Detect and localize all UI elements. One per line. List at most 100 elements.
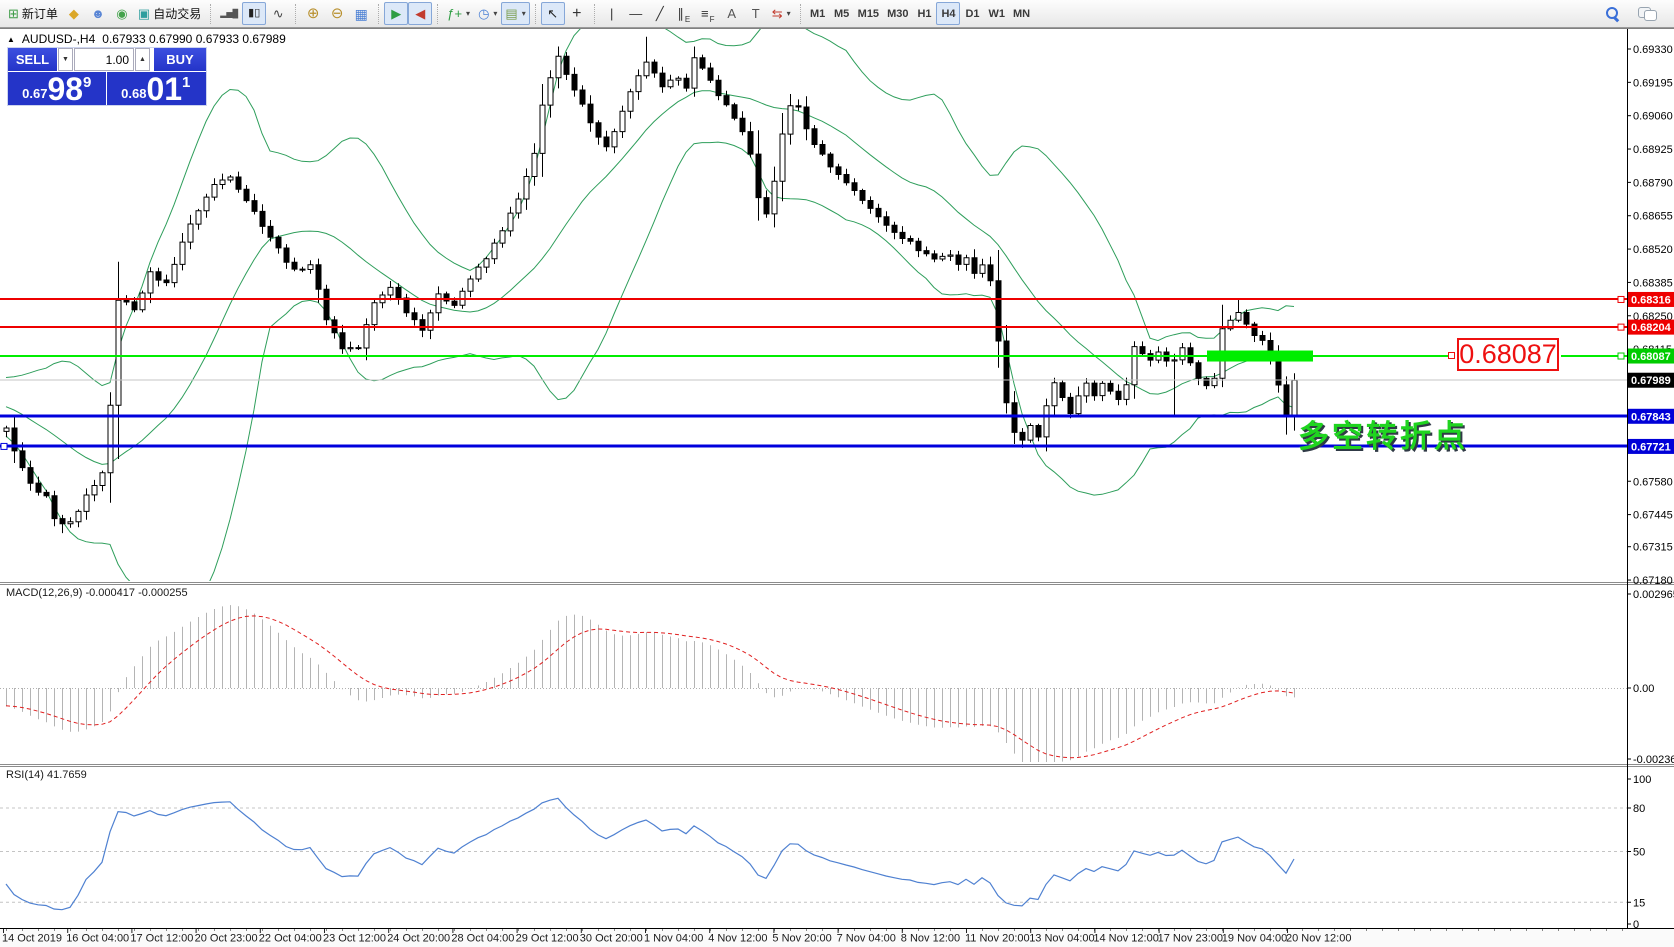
toolbar-group-1: ▂▅█ ▮▯ ∿ <box>216 0 290 28</box>
new-order-button[interactable]: ⊞ 新订单 <box>4 2 62 25</box>
volume-increase-button[interactable]: ▲ <box>135 48 150 71</box>
price-axis[interactable]: 0.69330 0.69195 0.69060 0.68925 0.68790 0.686… <box>1627 44 1674 587</box>
equidistant-channel-icon: ∥ <box>677 6 684 21</box>
tf-d1-button[interactable]: D1 <box>965 7 980 20</box>
svg-text:14 Nov 12:00: 14 Nov 12:00 <box>1093 933 1158 945</box>
text-label-button[interactable]: T <box>744 2 768 25</box>
fibonacci-icon-sub: F <box>709 15 715 24</box>
callout-anchor-handle[interactable] <box>1448 352 1455 359</box>
sell-button[interactable]: SELL <box>8 48 57 71</box>
macd-indicator <box>0 605 1627 762</box>
sell-price[interactable]: 0.67 98 9 <box>8 72 107 105</box>
auto-trading-icon: ▣ <box>137 6 151 21</box>
ohlc-values: 0.67933 0.67990 0.67933 0.67989 <box>102 32 286 46</box>
text-icon: A <box>727 6 737 21</box>
buy-price-small: 0.68 <box>121 86 147 101</box>
svg-text:0.69060: 0.69060 <box>1633 111 1673 123</box>
text-button[interactable]: A <box>720 2 744 25</box>
dropdown-caret-icon[interactable]: ▾ <box>466 9 471 18</box>
gold-button[interactable]: ◆ <box>62 2 86 25</box>
svg-text:0.67843: 0.67843 <box>1631 411 1671 423</box>
toolbar-group-6: | — ╱ ∥ E ≡ F A T ⇆ ▾ <box>600 0 795 28</box>
new-indicator-button[interactable]: ƒ+ ▾ <box>443 2 474 25</box>
time-axis[interactable]: 14 Oct 2019 16 Oct 04:00 17 Oct 12:00 20 Oc… <box>2 929 1623 945</box>
auto-scroll-icon: ▶ <box>391 6 402 21</box>
svg-text:17 Oct 12:00: 17 Oct 12:00 <box>130 933 193 945</box>
new-order-button-label: 新订单 <box>21 7 58 21</box>
collapse-panel-icon[interactable]: ▲ <box>7 34 15 44</box>
tile-windows-button[interactable]: ▦ <box>349 2 373 25</box>
rsi-indicator <box>0 797 1627 911</box>
chart-shift-button[interactable]: ◀ <box>408 2 433 25</box>
zoom-in-button[interactable]: ⊕ <box>301 2 325 25</box>
chart-plot[interactable]: 0.69330 0.69195 0.69060 0.68925 0.68790 0.686… <box>0 28 1674 947</box>
svg-text:0.68316: 0.68316 <box>1631 294 1671 306</box>
tf-w1-button[interactable]: W1 <box>988 7 1005 20</box>
price-badge <box>1628 291 1674 307</box>
svg-text:0.69330: 0.69330 <box>1633 44 1673 56</box>
candlestick-button[interactable]: ▮▯ <box>242 2 267 25</box>
tf-m30-button[interactable]: M30 <box>887 7 909 20</box>
trendline-icon: ╱ <box>655 6 664 21</box>
toolbar-right <box>1600 2 1674 25</box>
auto-trading-button[interactable]: ▣ 自动交易 <box>134 2 205 25</box>
svg-text:80: 80 <box>1633 803 1645 815</box>
tf-h4-button[interactable]: H4 <box>936 2 961 25</box>
svg-text:5 Nov 20:00: 5 Nov 20:00 <box>772 933 831 945</box>
vertical-line-icon: | <box>610 6 614 21</box>
tf-h1-button[interactable]: H1 <box>917 7 932 20</box>
tf-mn-button[interactable]: MN <box>1012 7 1031 20</box>
periods-button[interactable]: ◷ ▾ <box>474 2 501 25</box>
auto-scroll-button[interactable]: ▶ <box>384 2 409 25</box>
horizontal-line-button[interactable]: — <box>624 2 648 25</box>
chart-annotation-text[interactable]: 多空转折点 <box>1298 419 1468 454</box>
highlight-bar[interactable] <box>1207 350 1313 362</box>
equidistant-channel-icon-sub: E <box>684 15 691 24</box>
dropdown-caret-icon[interactable]: ▾ <box>521 9 526 18</box>
zoom-out-button[interactable]: ⊖ <box>325 2 349 25</box>
search-button[interactable] <box>1600 2 1624 25</box>
toolbar-separator <box>437 3 439 24</box>
tf-m1-button[interactable]: M1 <box>810 7 826 20</box>
buy-price[interactable]: 0.68 01 1 <box>107 72 206 105</box>
macd-indicator-label: MACD(12,26,9) -0.000417 -0.000255 <box>6 587 188 599</box>
toolbar-group-5: ↖ + <box>540 0 589 28</box>
tf-m15-button[interactable]: M15 <box>857 7 880 20</box>
dropdown-caret-icon[interactable]: ▾ <box>786 9 791 18</box>
equidistant-channel-button[interactable]: ∥ E <box>672 2 696 25</box>
svg-text:7 Nov 04:00: 7 Nov 04:00 <box>837 933 896 945</box>
cursor-button[interactable]: ↖ <box>540 2 565 25</box>
line-chart-button[interactable]: ∿ <box>266 2 290 25</box>
svg-text:11 Nov 20:00: 11 Nov 20:00 <box>965 933 1030 945</box>
trendline-button[interactable]: ╱ <box>648 2 672 25</box>
templates-button[interactable]: ▤ ▾ <box>501 2 530 25</box>
svg-text:0.67315: 0.67315 <box>1633 542 1673 554</box>
cursor-icon: ↖ <box>547 6 559 21</box>
volume-decrease-button[interactable]: ▼ <box>58 48 73 71</box>
chat-button[interactable] <box>1634 2 1660 25</box>
toolbar-group-4: ƒ+ ▾ ◷ ▾ ▤ ▾ <box>443 0 530 28</box>
dropdown-caret-icon[interactable]: ▾ <box>493 9 498 18</box>
bar-chart-icon: ▂▅█ <box>220 8 239 18</box>
bar-chart-button[interactable]: ▂▅█ <box>216 2 242 25</box>
profile-button[interactable]: ☻ <box>86 2 110 25</box>
volume-input[interactable] <box>74 48 134 71</box>
svg-text:23 Oct 12:00: 23 Oct 12:00 <box>323 933 386 945</box>
svg-text:20 Nov 12:00: 20 Nov 12:00 <box>1286 933 1351 945</box>
buy-button[interactable]: BUY <box>154 48 206 71</box>
vertical-line-button[interactable]: | <box>600 2 624 25</box>
toolbar-separator <box>210 3 212 24</box>
tf-m5-button[interactable]: M5 <box>834 7 850 20</box>
fibonacci-button[interactable]: ≡ F <box>696 2 720 25</box>
toolbar-group-0: ⊞ 新订单 ◆ ☻ ◉ ▣ 自动交易 <box>4 0 205 28</box>
crosshair-button[interactable]: + <box>565 2 589 25</box>
periods-icon: ◷ <box>478 6 490 21</box>
svg-text:19 Nov 04:00: 19 Nov 04:00 <box>1222 933 1287 945</box>
chart-template-icon: ▤ <box>505 6 518 21</box>
svg-text:0.002965: 0.002965 <box>1633 589 1674 601</box>
price-callout[interactable]: 0.68087 <box>1457 338 1559 371</box>
price-badge <box>1628 372 1674 388</box>
signals-button[interactable]: ◉ <box>110 2 134 25</box>
arrows-button[interactable]: ⇆ ▾ <box>768 2 795 25</box>
svg-text:30 Oct 20:00: 30 Oct 20:00 <box>580 933 643 945</box>
